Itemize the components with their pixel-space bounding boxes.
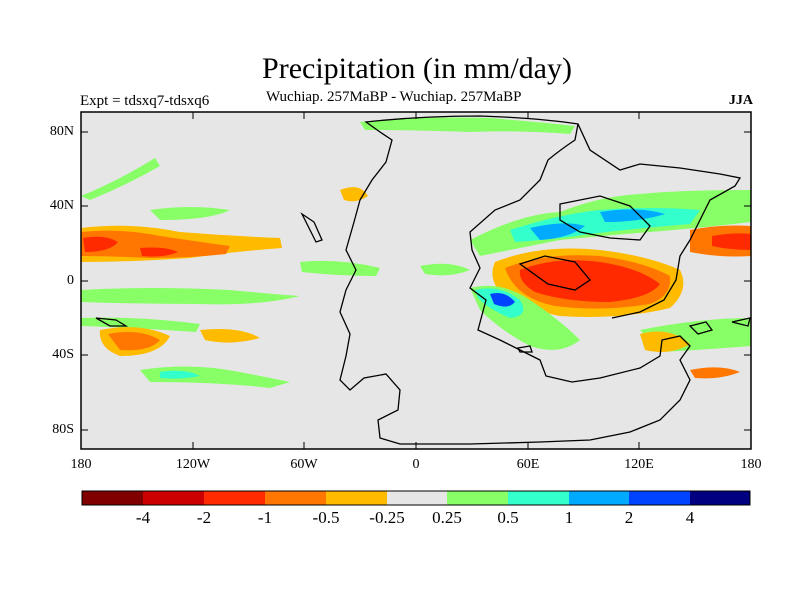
colorbar-label: 4 (685, 508, 695, 527)
lat-label: 40N (49, 198, 74, 213)
lon-label: 180 (70, 457, 92, 472)
cimmeria-coastline (518, 255, 591, 291)
anomaly-main-red (519, 260, 660, 302)
china-block-coastline (559, 195, 651, 241)
asia-coastline (577, 123, 742, 319)
anomaly-tethys-blue (530, 223, 585, 240)
anomaly-pacific-n-red (83, 236, 118, 252)
cb-10 (690, 491, 750, 505)
lon-label: 60E (516, 457, 540, 472)
colorbar-label: -0.5 (312, 508, 340, 527)
pangea-coastline (339, 115, 691, 445)
island-4 (95, 317, 129, 327)
colorbar (81, 490, 751, 506)
season-label: JJA (728, 93, 753, 108)
lon-label: 120W (175, 457, 211, 472)
anomaly-nepac-red (712, 233, 751, 250)
colorbar-label: -4 (135, 508, 151, 527)
figure-subtitle: Wuchiap. 257MaBP - Wuchiap. 257MaBP (266, 89, 522, 105)
anomaly-tethys-blue2 (600, 209, 665, 222)
cb-0 (82, 491, 143, 505)
anomaly-pacific-n-red2 (140, 247, 178, 257)
cb-1 (143, 491, 204, 505)
lat-label: 80S (52, 422, 74, 437)
cb-5 (387, 491, 447, 505)
cb-8 (569, 491, 629, 505)
island-2 (688, 321, 714, 335)
cb-9 (629, 491, 690, 505)
cb-7 (508, 491, 569, 505)
colorbar-label: 2 (624, 508, 634, 527)
cb-4 (326, 491, 387, 505)
anomaly-npac-green (81, 158, 160, 200)
colorbar-label: -2 (196, 508, 212, 527)
experiment-label: Expt = tdsxq7-tdsxq6 (80, 93, 210, 109)
colorbar-label: 0.5 (497, 508, 519, 527)
island-1 (300, 212, 323, 243)
lon-label: 180 (740, 457, 762, 472)
anomaly-arctic-green (360, 117, 575, 134)
island-3 (731, 317, 751, 327)
anomaly-sio-orange2 (690, 367, 740, 379)
colorbar-label: -1 (257, 508, 273, 527)
colorbar-label: 1 (564, 508, 574, 527)
lat-label: 0 (67, 273, 74, 288)
anomaly-npac-green2 (150, 207, 230, 220)
cb-3 (265, 491, 326, 505)
lon-label: 60W (290, 457, 318, 472)
axis-ticks (81, 112, 751, 449)
anomaly-spac-cyan (160, 370, 200, 379)
anomaly-spac-orange (108, 332, 160, 351)
anomaly-atl-green (300, 260, 380, 276)
colorbar-label: -0.25 (369, 508, 405, 527)
figure-title: Precipitation (in mm/day) (262, 52, 572, 85)
anomaly-atl-green2 (420, 263, 470, 276)
anomaly-eq-green (81, 288, 300, 305)
lat-label: 40S (52, 347, 74, 362)
lon-label: 0 (412, 457, 420, 472)
anomaly-south-blue (490, 293, 515, 307)
cb-6 (447, 491, 508, 505)
colorbar-label: 0.25 (432, 508, 462, 527)
anomaly-spac-yellow2 (200, 329, 260, 343)
anomaly-eq-green2 (81, 317, 200, 332)
colorbar-frame (81, 490, 751, 506)
cb-2 (204, 491, 265, 505)
lat-label: 80N (49, 124, 74, 139)
coastlines (95, 115, 751, 445)
precipitation-anomalies (81, 117, 751, 388)
anomaly-pacific-n-orange (81, 230, 230, 258)
lon-label: 120E (624, 457, 654, 472)
island-5 (517, 345, 533, 353)
